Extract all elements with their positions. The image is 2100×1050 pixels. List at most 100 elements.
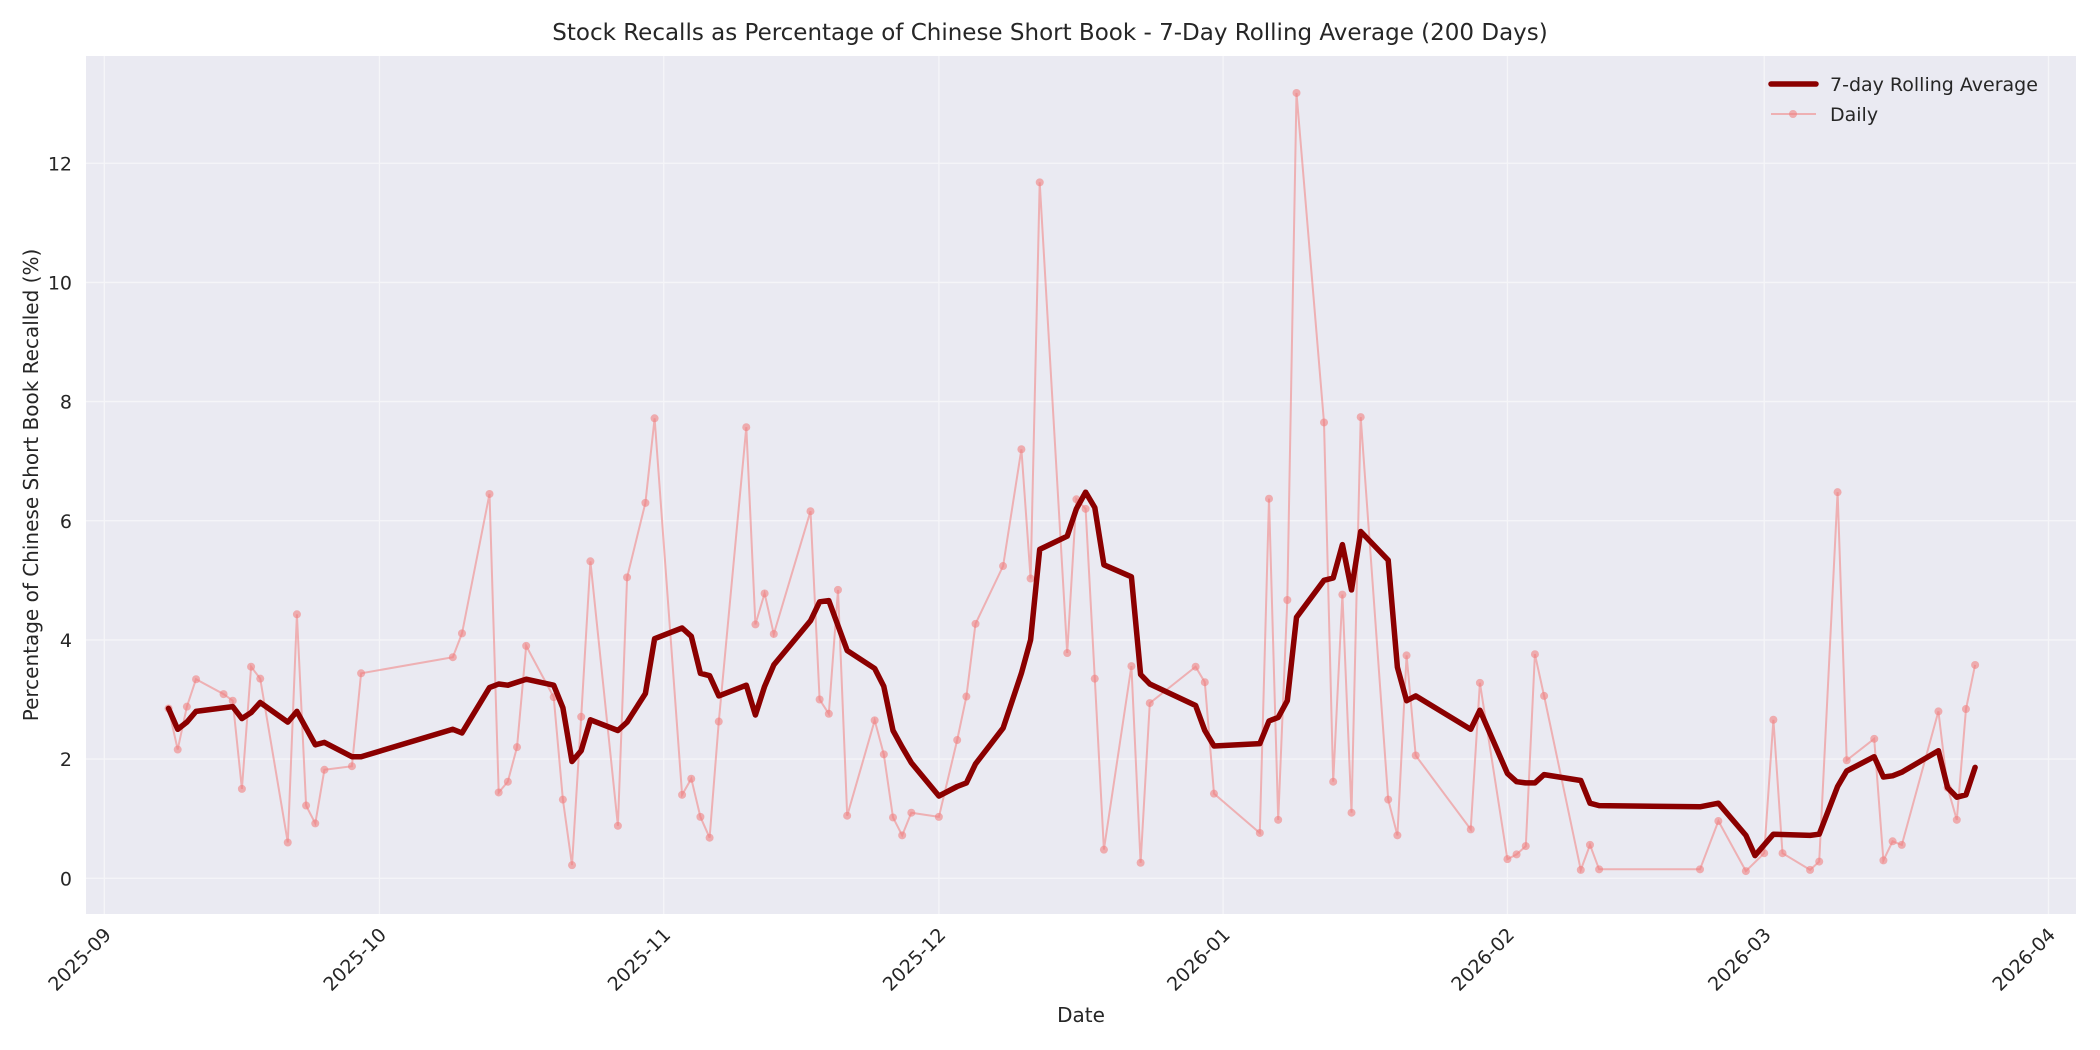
daily-data-point <box>1320 418 1329 427</box>
x-tick-label: 2025-10 <box>319 924 391 996</box>
y-tick-label: 2 <box>60 749 72 771</box>
series-rolling-average <box>165 489 1978 859</box>
daily-data-point <box>237 784 246 793</box>
daily-data-point <box>705 833 714 842</box>
daily-data-point <box>1063 649 1072 658</box>
daily-data-point <box>907 808 916 817</box>
daily-data-point <box>934 812 943 821</box>
legend-label-rolling-average: 7-day Rolling Average <box>1830 74 2038 96</box>
x-tick-label: 2026-02 <box>1447 924 1519 996</box>
daily-data-point <box>1870 734 1879 743</box>
daily-data-point <box>347 762 356 771</box>
legend-label-daily: Daily <box>1830 104 1878 126</box>
daily-data-point <box>714 717 723 726</box>
daily-data-point <box>1191 662 1200 671</box>
daily-data-point <box>357 669 366 678</box>
daily-data-point <box>1521 842 1530 851</box>
chart-title: Stock Recalls as Percentage of Chinese S… <box>552 20 1548 46</box>
daily-data-point <box>1842 756 1851 765</box>
daily-data-point <box>870 716 879 725</box>
daily-data-point <box>1255 828 1264 837</box>
daily-data-point <box>1356 413 1365 422</box>
rolling-average-line <box>165 489 1978 859</box>
daily-data-point <box>494 788 503 797</box>
daily-data-point <box>1512 850 1521 859</box>
x-tick-label: 2025-12 <box>879 924 951 996</box>
y-tick-label: 0 <box>60 868 72 890</box>
plot-area <box>86 56 2076 914</box>
y-tick-label: 6 <box>60 511 72 533</box>
daily-data-point <box>1274 815 1283 824</box>
y-tick-label: 4 <box>60 630 72 652</box>
daily-data-point <box>1576 865 1585 874</box>
daily-data-point <box>173 745 182 754</box>
daily-data-point <box>1952 815 1961 824</box>
daily-data-point <box>1879 856 1888 865</box>
daily-data-point <box>1778 849 1787 858</box>
daily-data-point <box>1026 574 1035 583</box>
daily-data-point <box>962 692 971 701</box>
daily-data-point <box>623 573 632 582</box>
daily-data-point <box>1503 855 1512 864</box>
daily-data-point <box>1283 595 1292 604</box>
daily-data-point <box>1393 831 1402 840</box>
daily-data-point <box>1136 858 1145 867</box>
daily-data-point <box>568 861 577 870</box>
gridlines <box>86 56 2076 914</box>
daily-data-point <box>843 811 852 820</box>
daily-data-point <box>879 750 888 759</box>
daily-data-point <box>1292 88 1301 97</box>
daily-data-point <box>833 585 842 594</box>
y-axis-label: Percentage of Chinese Short Book Recalle… <box>19 249 43 722</box>
daily-data-point <box>320 765 329 774</box>
daily-data-point <box>1090 674 1099 683</box>
daily-data-point <box>586 557 595 566</box>
daily-data-point <box>1209 789 1218 798</box>
daily-data-point <box>806 507 815 516</box>
daily-data-point <box>182 702 191 711</box>
daily-data-point <box>1714 817 1723 826</box>
y-tick-label: 10 <box>48 272 72 294</box>
daily-data-point <box>1338 590 1347 599</box>
daily-data-point <box>1815 857 1824 866</box>
legend: 7-day Rolling Average Daily <box>1768 74 2038 126</box>
x-tick-label: 2025-09 <box>44 924 116 996</box>
daily-data-point <box>1099 845 1108 854</box>
daily-data-point <box>558 795 567 804</box>
daily-data-point <box>1696 865 1705 874</box>
daily-data-point <box>1540 691 1549 700</box>
daily-data-point <box>678 790 687 799</box>
daily-data-point <box>513 743 522 752</box>
daily-data-point <box>613 821 622 830</box>
legend-daily-marker-icon <box>1789 110 1797 118</box>
daily-data-point <box>1585 840 1594 849</box>
daily-data-point <box>760 589 769 598</box>
daily-data-point <box>769 629 778 638</box>
daily-data-point <box>448 653 457 662</box>
daily-data-point <box>1971 660 1980 669</box>
daily-data-point <box>1806 865 1815 874</box>
daily-data-point <box>1384 795 1393 804</box>
daily-data-point <box>219 690 228 699</box>
x-tick-label: 2026-01 <box>1163 924 1235 996</box>
daily-data-point <box>1145 699 1154 708</box>
y-tick-label: 8 <box>60 392 72 414</box>
daily-data-point <box>971 619 980 628</box>
x-tick-label: 2025-11 <box>604 924 676 996</box>
series-daily <box>164 88 1980 876</box>
daily-data-point <box>1961 705 1970 714</box>
daily-data-point <box>1035 178 1044 187</box>
daily-data-point <box>292 610 301 619</box>
daily-data-point <box>1897 840 1906 849</box>
daily-data-point <box>1475 678 1484 687</box>
daily-data-point <box>1347 808 1356 817</box>
daily-data-point <box>1264 494 1273 503</box>
daily-data-point <box>1411 751 1420 760</box>
daily-data-point <box>577 712 586 721</box>
daily-data-point <box>1833 488 1842 497</box>
daily-data-point <box>1081 504 1090 513</box>
daily-data-point <box>824 709 833 718</box>
x-axis-label: Date <box>1057 1003 1105 1027</box>
daily-data-point <box>1888 837 1897 846</box>
y-tick-label: 12 <box>48 153 72 175</box>
